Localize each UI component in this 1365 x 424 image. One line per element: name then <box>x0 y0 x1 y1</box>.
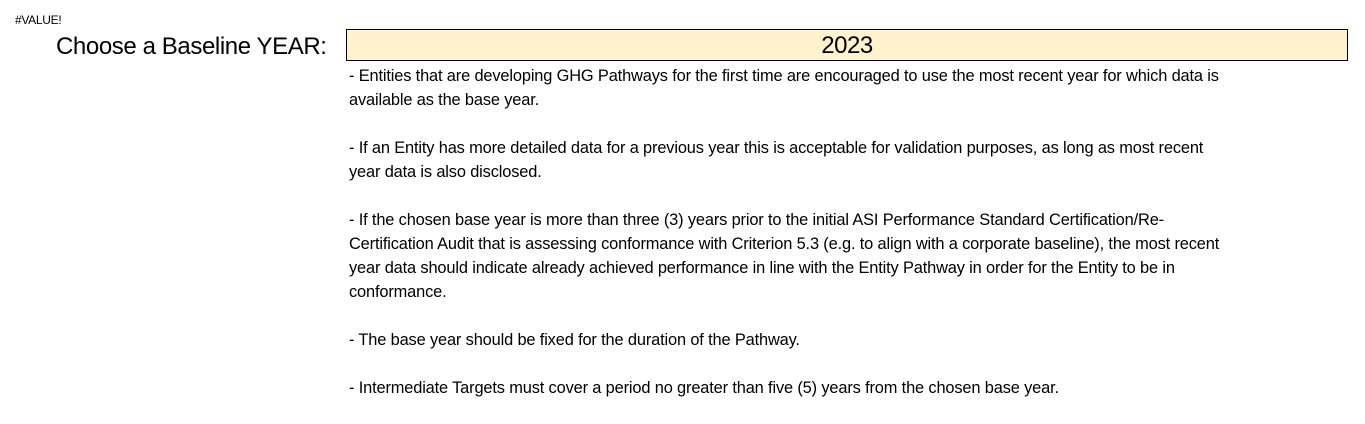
note-line: - If an Entity has more detailed data fo… <box>349 139 1204 157</box>
guidance-notes: - Entities that are developing GHG Pathw… <box>349 64 1359 424</box>
note-paragraph: - If the chosen base year is more than t… <box>349 208 1359 304</box>
note-paragraph: - If an Entity has more detailed data fo… <box>349 136 1359 184</box>
note-line: conformance. <box>349 283 447 301</box>
note-line: available as the base year. <box>349 91 540 109</box>
baseline-year-label: Choose a Baseline YEAR: <box>56 33 327 60</box>
error-cell[interactable]: #VALUE! <box>15 13 62 27</box>
note-paragraph: - Intermediate Targets must cover a peri… <box>349 376 1359 400</box>
note-line: Certification Audit that is assessing co… <box>349 235 1220 253</box>
note-line: year data should indicate already achiev… <box>349 259 1175 277</box>
note-line: - Entities that are developing GHG Pathw… <box>349 67 1219 85</box>
note-line: - If the chosen base year is more than t… <box>349 211 1164 229</box>
note-paragraph: - Entities that are developing GHG Pathw… <box>349 64 1359 112</box>
note-paragraph: - The base year should be fixed for the … <box>349 328 1359 352</box>
note-line: - Intermediate Targets must cover a peri… <box>349 379 1059 397</box>
note-line: - The base year should be fixed for the … <box>349 331 800 349</box>
note-line: year data is also disclosed. <box>349 163 542 181</box>
baseline-year-input[interactable]: 2023 <box>346 29 1348 61</box>
